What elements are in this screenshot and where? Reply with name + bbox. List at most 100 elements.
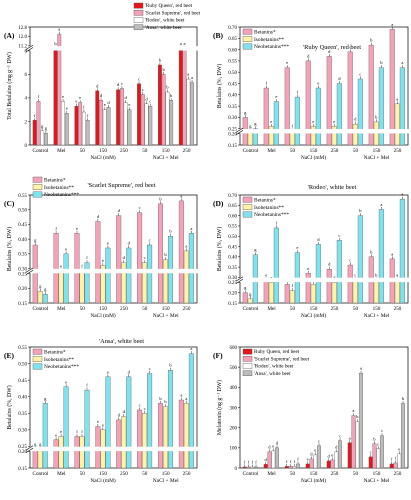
bar-0-3 [95,90,100,146]
data-label-1-0: g [249,124,252,129]
bar-0-0 [242,466,247,469]
data-label-0-5: c [349,44,351,49]
x-group-label: NaCl (mM) [90,154,116,161]
x-tick-label: 50 [290,306,296,312]
x-tick-label: 150 [373,471,381,477]
data-label-1-2: f [292,283,294,288]
axis-break-mark [235,127,244,133]
data-label-1-7: a [396,96,398,101]
bar-2-5 [147,373,153,469]
y-tick-label: 0.20 [228,292,237,297]
y-tick-label: 0.30 [18,267,27,272]
data-label-1-7: a [185,396,187,401]
bar-0-2 [74,436,80,469]
bar-1-1 [268,282,274,304]
data-label-1-6: b [163,67,166,72]
data-label-2-7: a [190,226,192,231]
x-tick-label: 250 [331,471,339,477]
x-tick-label: 250 [331,306,339,312]
data-label-0-5: c [139,205,141,210]
bar-2-6 [378,209,384,304]
bar-1-6 [372,443,377,469]
chart-panel-1: g f e d d c b a g e f e e d b a g e f e d c b a 0.15 0.200.25 0.30… [213,22,411,161]
bar-0-2 [284,67,290,146]
axis-break-mark [25,44,34,50]
x-group-label: NaCl + Mel [364,155,390,161]
data-label-0-6: b [159,57,162,62]
y-tick-label: 0 [235,467,238,472]
data-label-1-7: a [185,243,187,248]
data-label-3-6: b [170,93,173,98]
bar-1-5 [142,262,148,304]
bar-1-2 [79,270,85,304]
y-tick-label: 0.35 [18,253,27,258]
x-tick-label: 150 [310,306,318,312]
y-tick-label: 0.70 [228,26,237,31]
y-tick-label: 0.55 [228,225,237,230]
bar-2-1 [271,450,276,469]
y-axis-label: Total Betalains (mg g⁻¹ DW) [6,52,13,120]
data-label-2-0: g [44,396,47,401]
bar-3-0 [254,466,258,469]
plot-frame [239,26,409,146]
x-tick-label: 250 [183,471,191,477]
data-label-2-2: f [86,255,88,260]
bar-1-5 [140,94,145,146]
bar-2-2 [82,111,86,146]
data-label-1-7: a [396,272,398,277]
data-label-2-3: e [107,369,109,374]
legend-swatch-2 [32,191,43,198]
bar-2-4 [123,102,128,146]
y-tick-label: 500 [230,366,238,371]
data-label-1-6: b [164,399,167,404]
data-label-3-7: a [191,75,193,80]
data-label-1-5: d [354,117,357,122]
bar-3-3 [317,445,321,469]
x-group-label: NaCl + Mel [153,155,179,161]
bar-0-2 [74,233,80,304]
x-group-label: NaCl + Mel [364,478,390,484]
axis-break-mark [235,130,244,136]
data-label-1-5: c [144,406,146,411]
bar-1-6 [163,259,168,304]
bar-2-2 [294,96,300,146]
data-label-0-3: d [97,214,100,219]
data-label-2-6: a [380,202,382,207]
bar-0-1 [53,439,59,469]
panel-label: (A) [4,31,15,40]
bar-2-1 [63,253,69,304]
bar-1-1 [58,270,64,304]
plot-frame [29,26,198,146]
data-label-2-7: a [401,60,403,65]
y-axis-label: Betalains (%, DW) [216,64,223,108]
bar-2-0 [42,403,48,469]
data-label-0-2: e [286,60,288,65]
bar-0-5 [137,83,141,146]
data-label-2-3: e [104,102,106,107]
x-group-label: NaCl (mM) [90,312,116,319]
bar-2-7 [399,67,405,146]
data-label-2-0: g [254,121,257,126]
bar-1-4 [120,88,124,146]
bar-0-7 [178,48,183,146]
legend-swatch-2 [242,211,253,218]
data-label-0-3: d [96,83,99,88]
plot-frame [29,194,198,304]
data-label-2-4: d [335,444,338,449]
x-group-label: NaCl + Mel [153,478,179,484]
legend-entry-2: 'Rodeo', white beet [254,364,294,370]
data-label-2-7: a [190,346,192,351]
legend-swatch-0 [242,28,253,35]
x-tick-label: 50 [142,306,148,312]
data-label-1-3: e [102,258,104,263]
data-label-3-1: d [276,440,279,445]
panel-label: (F) [213,351,223,360]
y-tick-label: 0.40 [228,256,237,261]
bar-1-2 [78,102,83,146]
data-label-2-5: b [359,208,362,213]
x-tick-label: 150 [310,148,318,154]
x-tick-label: 250 [120,471,128,477]
x-tick-label: 50 [142,148,148,154]
bar-0-0 [242,292,248,304]
